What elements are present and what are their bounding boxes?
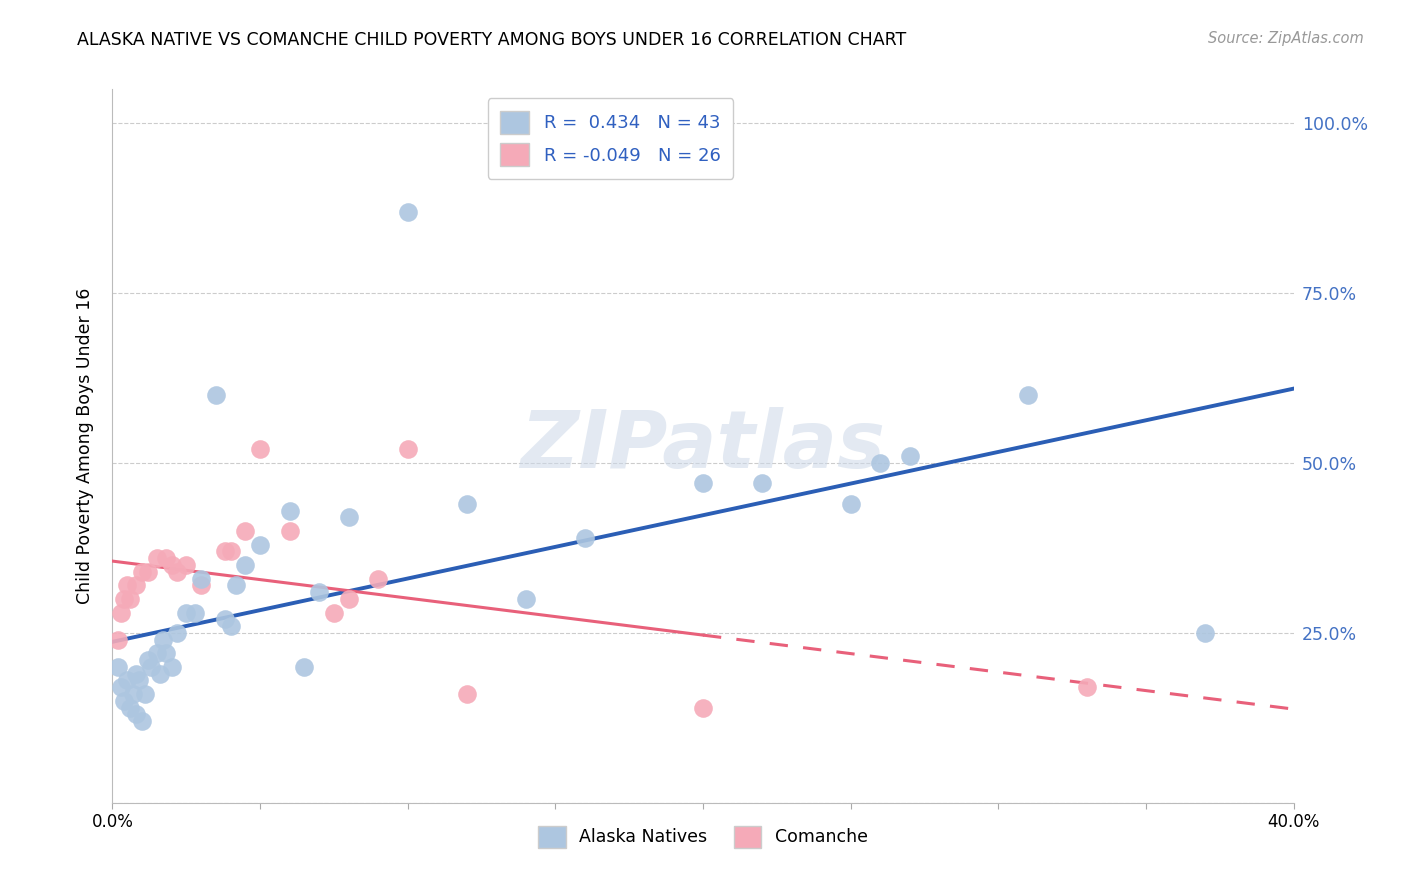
Point xyxy=(233,558,256,572)
Point xyxy=(136,653,159,667)
Point xyxy=(323,606,346,620)
Point xyxy=(249,537,271,551)
Point xyxy=(117,578,138,592)
Point xyxy=(396,204,419,219)
Point xyxy=(120,591,142,606)
Legend: Alaska Natives, Comanche: Alaska Natives, Comanche xyxy=(527,815,879,858)
Point xyxy=(292,660,315,674)
Point xyxy=(184,606,207,620)
Point xyxy=(456,497,478,511)
Point xyxy=(131,565,153,579)
Point xyxy=(122,687,145,701)
Point xyxy=(112,694,135,708)
Point xyxy=(396,442,419,457)
Point xyxy=(136,565,159,579)
Point xyxy=(249,442,271,457)
Point xyxy=(125,707,148,722)
Point xyxy=(149,666,172,681)
Point xyxy=(214,612,236,626)
Point xyxy=(131,714,153,729)
Point xyxy=(692,476,714,491)
Point xyxy=(898,449,921,463)
Point xyxy=(110,680,132,694)
Point xyxy=(278,503,301,517)
Point xyxy=(112,591,135,606)
Point xyxy=(146,551,169,566)
Point xyxy=(125,578,148,592)
Point xyxy=(456,687,478,701)
Point xyxy=(166,626,188,640)
Point xyxy=(751,476,773,491)
Point xyxy=(1194,626,1216,640)
Point xyxy=(367,572,389,586)
Point xyxy=(515,591,537,606)
Point xyxy=(214,544,236,558)
Point xyxy=(107,660,129,674)
Point xyxy=(166,565,188,579)
Point xyxy=(128,673,150,688)
Point xyxy=(839,497,862,511)
Point xyxy=(107,632,129,647)
Point xyxy=(110,606,132,620)
Point xyxy=(278,524,301,538)
Point xyxy=(337,591,360,606)
Text: ZIPatlas: ZIPatlas xyxy=(520,407,886,485)
Point xyxy=(225,578,247,592)
Point xyxy=(308,585,330,599)
Point xyxy=(219,544,242,558)
Point xyxy=(190,572,212,586)
Point xyxy=(337,510,360,524)
Point xyxy=(125,666,148,681)
Text: ALASKA NATIVE VS COMANCHE CHILD POVERTY AMONG BOYS UNDER 16 CORRELATION CHART: ALASKA NATIVE VS COMANCHE CHILD POVERTY … xyxy=(77,31,907,49)
Point xyxy=(1017,388,1039,402)
Text: Source: ZipAtlas.com: Source: ZipAtlas.com xyxy=(1208,31,1364,46)
Point xyxy=(174,558,197,572)
Point xyxy=(174,606,197,620)
Point xyxy=(139,660,162,674)
Point xyxy=(869,456,891,470)
Point xyxy=(155,646,177,660)
Point xyxy=(146,646,169,660)
Point xyxy=(190,578,212,592)
Point xyxy=(155,551,177,566)
Point xyxy=(233,524,256,538)
Point xyxy=(205,388,228,402)
Point xyxy=(152,632,174,647)
Point xyxy=(692,700,714,714)
Point xyxy=(120,700,142,714)
Point xyxy=(1076,680,1098,694)
Point xyxy=(219,619,242,633)
Point xyxy=(160,660,183,674)
Point xyxy=(574,531,596,545)
Point xyxy=(134,687,156,701)
Point xyxy=(160,558,183,572)
Y-axis label: Child Poverty Among Boys Under 16: Child Poverty Among Boys Under 16 xyxy=(76,288,94,604)
Point xyxy=(117,673,138,688)
